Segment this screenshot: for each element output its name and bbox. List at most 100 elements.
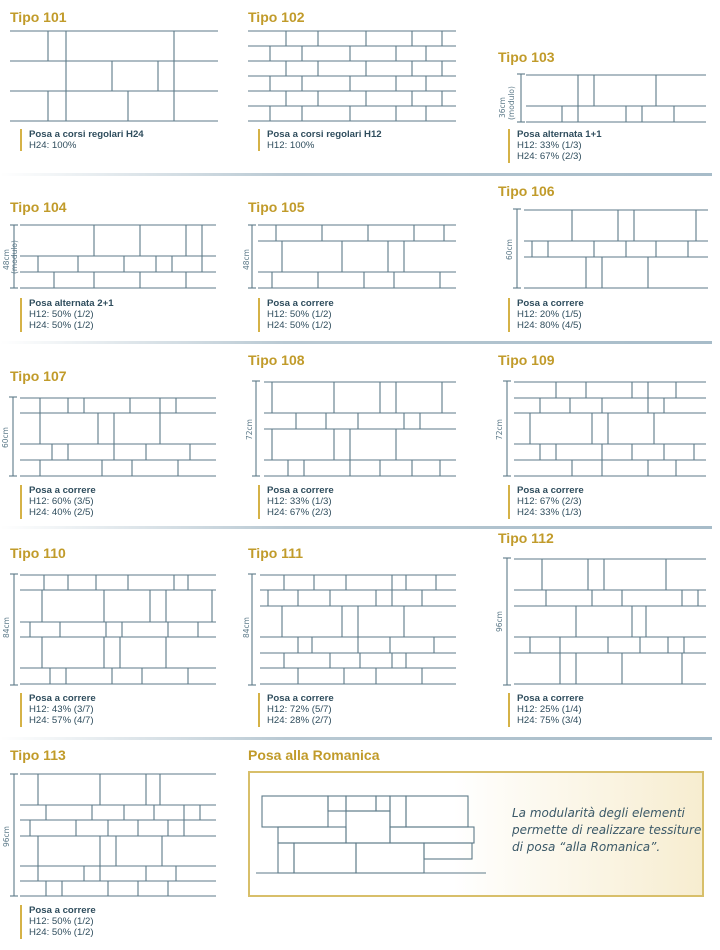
ratio-line: H24: 67% (2/3)	[517, 151, 582, 163]
panel-caption: Posa a correre H12: 43% (3/7) H24: 57% (…	[20, 693, 96, 727]
ratio-line: H12: 72% (5/7)	[267, 704, 332, 716]
dimension-text: 84cm	[2, 617, 11, 638]
ratio-line: H24: 80% (4/5)	[517, 320, 582, 332]
dimension-label: 48cm (modulo)	[2, 240, 19, 274]
ratio-line: H24: 50% (1/2)	[29, 927, 94, 939]
dimension-subtext: (modulo)	[507, 86, 516, 120]
ratio-line: H24: 50% (1/2)	[29, 320, 94, 332]
ratio-line: H24: 50% (1/2)	[267, 320, 332, 332]
panel-title: Tipo 111	[248, 545, 303, 561]
pattern-name: Posa a corsi regolari H24	[29, 129, 144, 140]
pattern-name: Posa a correre	[29, 485, 96, 496]
pattern-name: Posa a correre	[29, 693, 96, 704]
ratio-line: H12: 50% (1/2)	[267, 309, 332, 321]
ratio-line: H24: 75% (3/4)	[517, 715, 582, 727]
dimension-text: 60cm	[1, 427, 10, 448]
dimension-label: 84cm	[242, 617, 251, 638]
dimension-text: 72cm	[495, 419, 504, 440]
panel-title: Tipo 101	[10, 9, 67, 25]
dimension-text: 72cm	[245, 419, 254, 440]
panel-caption: Posa a correre H12: 50% (1/2) H24: 50% (…	[258, 298, 334, 332]
panel-title: Tipo 108	[248, 352, 305, 368]
dimension-text: 96cm	[495, 611, 504, 632]
separator	[0, 341, 712, 344]
pattern-name: Posa a correre	[517, 485, 584, 496]
panel-title: Tipo 113	[10, 747, 66, 763]
dimension-label: 84cm	[2, 617, 11, 638]
pattern-name: Posa alternata 1+1	[517, 129, 602, 140]
panel-caption: Posa a correre H12: 72% (5/7) H24: 28% (…	[258, 693, 334, 727]
romanica-description: La modularità degli elementi permette di…	[512, 806, 702, 854]
ratio-line: H12: 50% (1/2)	[29, 916, 94, 928]
pattern-name: Posa a correre	[267, 485, 334, 496]
dimension-label: 48cm	[242, 249, 251, 270]
pattern-name: Posa a correre	[517, 298, 584, 309]
panel-title: Tipo 110	[10, 545, 66, 561]
panel-caption: Posa alternata 2+1 H12: 50% (1/2) H24: 5…	[20, 298, 114, 332]
panel-title: Tipo 104	[10, 199, 67, 215]
separator	[0, 173, 712, 176]
ratio-line: H24: 28% (2/7)	[267, 715, 332, 727]
ratio-line: H12: 67% (2/3)	[517, 496, 582, 508]
dimension-text: 36cm	[498, 97, 507, 118]
dimension-text: 48cm	[242, 249, 251, 270]
dimension-label: 60cm	[1, 427, 10, 448]
ratio-line: H24: 57% (4/7)	[29, 715, 94, 727]
panel-caption: Posa a correre H12: 60% (3/5) H24: 40% (…	[20, 485, 96, 519]
ratio-line: H12: 60% (3/5)	[29, 496, 94, 508]
panel-title: Tipo 105	[248, 199, 305, 215]
ratio-line: H12: 20% (1/5)	[517, 309, 582, 321]
panel-caption: Posa a correre H12: 67% (2/3) H24: 33% (…	[508, 485, 584, 519]
ratio-line: H12: 100%	[267, 140, 315, 152]
separator	[0, 526, 712, 529]
pattern-name: Posa a correre	[267, 298, 334, 309]
dimension-label: 96cm	[2, 826, 11, 847]
dimension-text: 84cm	[242, 617, 251, 638]
ratio-line: H12: 33% (1/3)	[267, 496, 332, 508]
panel-caption: Posa a corsi regolari H12 H12: 100%	[258, 129, 382, 152]
ratio-line: H12: 25% (1/4)	[517, 704, 582, 716]
ratio-line: H24: 67% (2/3)	[267, 507, 332, 519]
romanica-title: Posa alla Romanica	[248, 747, 380, 763]
pattern-name: Posa alternata 2+1	[29, 298, 114, 309]
ratio-line: H24: 33% (1/3)	[517, 507, 582, 519]
dimension-text: 48cm	[2, 249, 11, 270]
panel-title: Tipo 102	[248, 9, 305, 25]
panel-caption: Posa a corsi regolari H24 H24: 100%	[20, 129, 144, 152]
romanica-box	[248, 771, 704, 897]
ratio-line: H12: 50% (1/2)	[29, 309, 94, 321]
dimension-label: 72cm	[245, 419, 254, 440]
panel-caption: Posa a correre H12: 20% (1/5) H24: 80% (…	[508, 298, 584, 332]
pattern-name: Posa a correre	[267, 693, 334, 704]
dimension-label: 72cm	[495, 419, 504, 440]
panel-caption: Posa a correre H12: 33% (1/3) H24: 67% (…	[258, 485, 334, 519]
ratio-line: H24: 100%	[29, 140, 77, 152]
panel-title: Tipo 106	[498, 183, 555, 199]
dimension-label: 60cm	[505, 239, 514, 260]
dimension-subtext: (modulo)	[10, 240, 19, 274]
dimension-label: 36cm (modulo)	[498, 86, 516, 120]
ratio-line: H12: 43% (3/7)	[29, 704, 94, 716]
dimension-text: 60cm	[505, 239, 514, 260]
ratio-line: H12: 33% (1/3)	[517, 140, 582, 152]
dimension-label: 96cm	[495, 611, 504, 632]
panel-title: Tipo 107	[10, 368, 67, 384]
pattern-name: Posa a corsi regolari H12	[267, 129, 382, 140]
dimension-text: 96cm	[2, 826, 11, 847]
pattern-name: Posa a correre	[29, 905, 96, 916]
panel-caption: Posa alternata 1+1 H12: 33% (1/3) H24: 6…	[508, 129, 602, 163]
separator	[0, 737, 712, 740]
panel-caption: Posa a correre H12: 25% (1/4) H24: 75% (…	[508, 693, 584, 727]
